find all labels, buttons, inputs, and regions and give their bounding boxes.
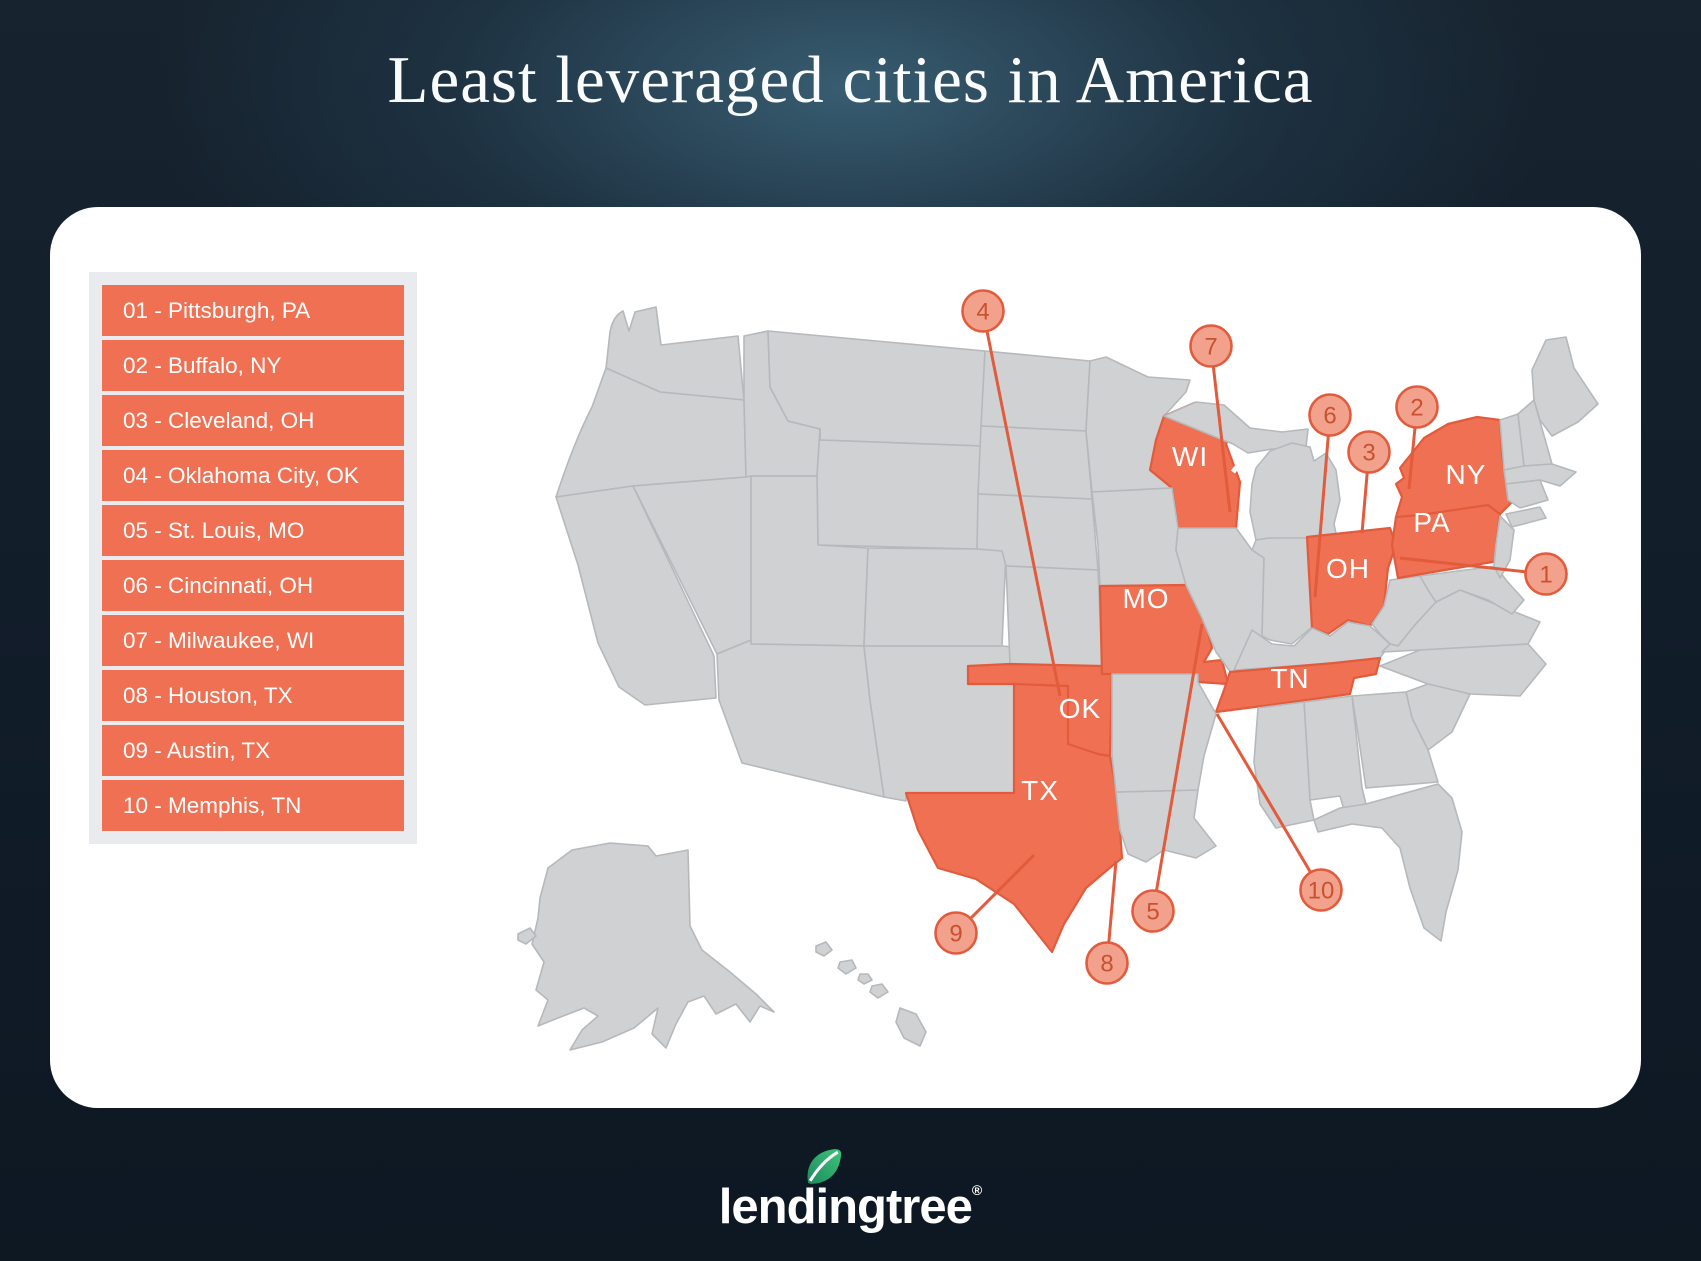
ranking-item: 09 - Austin, TX: [102, 725, 404, 776]
ranking-item: 03 - Cleveland, OH: [102, 395, 404, 446]
registered-mark: ®: [971, 1182, 983, 1198]
ranking-item: 01 - Pittsburgh, PA: [102, 285, 404, 336]
ranking-item: 05 - St. Louis, MO: [102, 505, 404, 556]
page-title: Least leveraged cities in America: [387, 43, 1314, 117]
ranking-item: 02 - Buffalo, NY: [102, 340, 404, 391]
logo-text: lendingtree: [718, 1180, 973, 1234]
leaf-icon: [807, 1149, 841, 1184]
ranking-item: 08 - Houston, TX: [102, 670, 404, 721]
logo-inner: lendingtree®: [719, 1146, 982, 1235]
lendingtree-logo: lendingtree®: [0, 1146, 1701, 1235]
ranking-list: 01 - Pittsburgh, PA 02 - Buffalo, NY 03 - …: [89, 272, 417, 844]
ranking-item: 10 - Memphis, TN: [102, 780, 404, 831]
ranking-item: 07 - Milwaukee, WI: [102, 615, 404, 666]
ranking-item: 04 - Oklahoma City, OK: [102, 450, 404, 501]
ranking-item: 06 - Cincinnati, OH: [102, 560, 404, 611]
